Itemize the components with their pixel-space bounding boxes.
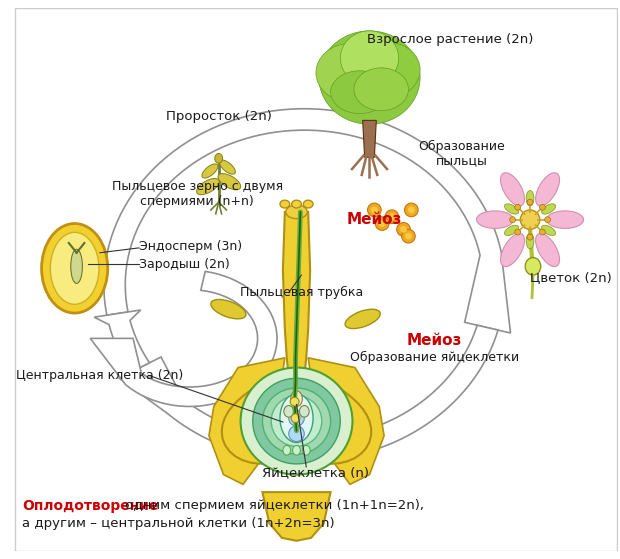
Ellipse shape	[505, 225, 518, 235]
Circle shape	[289, 410, 304, 426]
Circle shape	[539, 229, 546, 235]
Ellipse shape	[262, 388, 330, 454]
Polygon shape	[94, 310, 149, 372]
Circle shape	[289, 426, 304, 442]
Circle shape	[375, 217, 389, 230]
Ellipse shape	[330, 71, 389, 113]
Circle shape	[544, 217, 551, 222]
Circle shape	[389, 214, 396, 220]
Ellipse shape	[293, 446, 301, 455]
Text: Эндосперм (3n): Эндосперм (3n)	[139, 240, 242, 253]
Ellipse shape	[253, 378, 340, 464]
Text: Образование
пыльцы: Образование пыльцы	[418, 139, 505, 168]
Circle shape	[515, 205, 521, 210]
Ellipse shape	[280, 394, 313, 443]
Circle shape	[400, 226, 407, 233]
Ellipse shape	[215, 154, 223, 163]
Ellipse shape	[271, 396, 322, 447]
Ellipse shape	[536, 234, 559, 267]
Text: Зародыш (2n): Зародыш (2n)	[139, 258, 229, 271]
Ellipse shape	[291, 391, 303, 406]
Ellipse shape	[358, 42, 420, 97]
Ellipse shape	[284, 405, 294, 417]
Text: Мейоз: Мейоз	[347, 212, 402, 227]
Circle shape	[527, 234, 533, 240]
Ellipse shape	[211, 300, 246, 319]
Ellipse shape	[219, 160, 236, 174]
Text: Центральная клетка (2n): Центральная клетка (2n)	[16, 369, 184, 382]
Circle shape	[385, 210, 399, 224]
Polygon shape	[363, 120, 376, 158]
Circle shape	[371, 206, 378, 214]
Text: Яйцеклетка (n): Яйцеклетка (n)	[262, 466, 370, 479]
Polygon shape	[104, 109, 510, 333]
Circle shape	[510, 217, 515, 222]
Ellipse shape	[71, 249, 82, 283]
Ellipse shape	[319, 31, 420, 124]
Ellipse shape	[197, 178, 219, 195]
Circle shape	[368, 203, 381, 217]
Ellipse shape	[536, 173, 559, 206]
Ellipse shape	[286, 205, 308, 219]
Ellipse shape	[291, 200, 301, 208]
Polygon shape	[308, 358, 384, 484]
Polygon shape	[283, 212, 310, 377]
Ellipse shape	[218, 174, 241, 190]
Circle shape	[290, 397, 299, 406]
Ellipse shape	[303, 200, 313, 208]
Ellipse shape	[354, 68, 409, 111]
Circle shape	[539, 205, 546, 210]
Polygon shape	[209, 358, 285, 484]
Polygon shape	[222, 371, 371, 464]
Text: Оплодотворение: Оплодотворение	[22, 499, 159, 513]
Circle shape	[404, 203, 418, 217]
Ellipse shape	[202, 164, 218, 178]
Text: Образование яйцеклетки: Образование яйцеклетки	[350, 351, 520, 364]
Ellipse shape	[526, 233, 534, 249]
Polygon shape	[91, 272, 277, 406]
Ellipse shape	[345, 309, 380, 329]
Ellipse shape	[542, 225, 556, 235]
Ellipse shape	[477, 211, 513, 229]
Ellipse shape	[526, 191, 534, 206]
Circle shape	[408, 206, 415, 214]
Text: Взрослое растение (2n): Взрослое растение (2n)	[367, 33, 533, 46]
Circle shape	[520, 210, 540, 229]
Ellipse shape	[50, 233, 99, 304]
Ellipse shape	[299, 405, 309, 417]
Circle shape	[379, 220, 386, 227]
Polygon shape	[119, 325, 498, 461]
Circle shape	[515, 229, 521, 235]
Text: Мейоз: Мейоз	[407, 333, 463, 348]
Ellipse shape	[340, 31, 399, 86]
Text: а другим – центральной клетки (1n+2n=3n): а другим – центральной клетки (1n+2n=3n)	[22, 517, 335, 530]
Ellipse shape	[505, 204, 518, 214]
Ellipse shape	[283, 446, 291, 455]
Circle shape	[405, 233, 412, 240]
Circle shape	[397, 222, 410, 236]
Text: одним спермием яйцеклетки (1n+1n=2n),: одним спермием яйцеклетки (1n+1n=2n),	[122, 499, 424, 512]
Circle shape	[291, 414, 300, 423]
Ellipse shape	[542, 204, 556, 214]
Ellipse shape	[280, 200, 290, 208]
Ellipse shape	[316, 44, 384, 102]
Ellipse shape	[500, 173, 525, 206]
Ellipse shape	[42, 224, 108, 313]
Ellipse shape	[241, 368, 352, 475]
Circle shape	[402, 229, 415, 243]
Ellipse shape	[303, 446, 310, 455]
Text: Пыльцевое зерно с двумя
спермиями (n+n): Пыльцевое зерно с двумя спермиями (n+n)	[112, 181, 283, 209]
Text: Проросток (2n): Проросток (2n)	[166, 110, 272, 123]
Text: Цветок (2n): Цветок (2n)	[530, 272, 612, 285]
Ellipse shape	[500, 234, 525, 267]
Ellipse shape	[547, 211, 583, 229]
Polygon shape	[262, 492, 330, 541]
Text: Пыльцевая трубка: Пыльцевая трубка	[240, 286, 363, 299]
Circle shape	[527, 199, 533, 205]
Ellipse shape	[525, 258, 541, 275]
